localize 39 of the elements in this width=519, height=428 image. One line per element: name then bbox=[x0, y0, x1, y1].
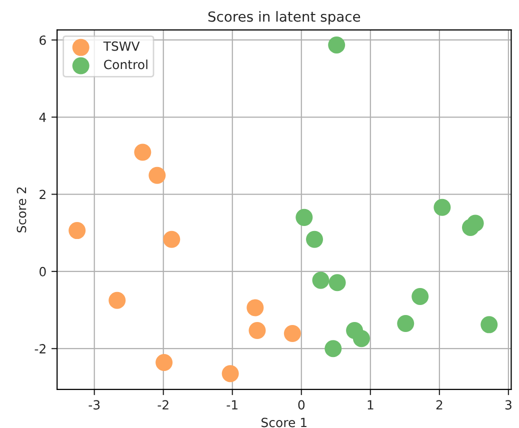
y-tick-label: -2 bbox=[34, 344, 46, 354]
y-tick-label: 4 bbox=[39, 112, 46, 122]
point bbox=[306, 230, 324, 248]
point bbox=[328, 36, 346, 54]
point bbox=[480, 316, 498, 334]
legend-label: TSWV bbox=[103, 41, 140, 51]
point bbox=[148, 166, 166, 184]
y-tick-label: 6 bbox=[40, 35, 46, 45]
x-axis-title: Score 1 bbox=[262, 418, 306, 428]
x-tick-label: -3 bbox=[88, 400, 100, 410]
point bbox=[312, 272, 330, 289]
point bbox=[134, 144, 152, 161]
y-tick-label: 2 bbox=[40, 190, 46, 200]
chart-title: Scores in latent space bbox=[208, 11, 360, 25]
point bbox=[466, 214, 484, 232]
point bbox=[412, 288, 429, 306]
x-tick-label: 3 bbox=[505, 400, 512, 410]
y-tick-label: 0 bbox=[40, 266, 46, 276]
x-tick-label: -1 bbox=[226, 400, 238, 410]
x-tick-label: -2 bbox=[158, 400, 168, 410]
point bbox=[284, 325, 301, 342]
point bbox=[246, 299, 264, 316]
x-tick-label: 2 bbox=[436, 400, 442, 410]
point bbox=[163, 230, 180, 248]
point bbox=[328, 274, 346, 292]
point bbox=[296, 208, 313, 226]
point bbox=[352, 330, 370, 348]
x-tick-label: 1 bbox=[368, 400, 374, 410]
point bbox=[397, 315, 414, 332]
point bbox=[108, 292, 126, 309]
point bbox=[434, 198, 451, 216]
x-tick-label: 0 bbox=[298, 400, 305, 410]
y-axis-title: Score 2 bbox=[16, 188, 26, 232]
point bbox=[248, 322, 266, 339]
legend-label: Control bbox=[104, 60, 148, 70]
point bbox=[68, 222, 86, 240]
point bbox=[156, 354, 173, 371]
point bbox=[222, 365, 239, 382]
point bbox=[324, 340, 342, 358]
